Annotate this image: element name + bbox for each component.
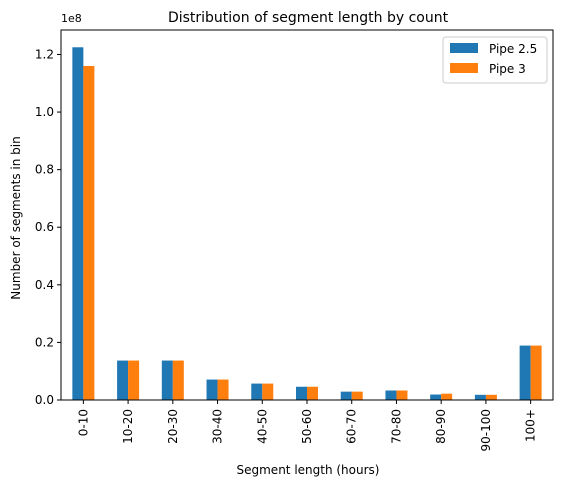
bar-pipe-3-50-60 <box>307 386 318 400</box>
bar-pipe-2-5-10-20 <box>117 360 129 400</box>
bar-pipe-3-20-30 <box>172 360 184 400</box>
legend-label: Pipe 3 <box>489 62 526 76</box>
legend-swatch <box>450 63 478 73</box>
chart-title: Distribution of segment length by count <box>168 10 449 26</box>
legend: Pipe 2.5 Pipe 3 <box>442 36 548 84</box>
x-tick-label: 80-90 <box>434 409 448 444</box>
x-tick-label: 0-10 <box>76 409 90 436</box>
y-tick-label: 1.0 <box>35 105 54 119</box>
bar-pipe-2-5-100+ <box>519 345 531 400</box>
x-tick-label: 40-50 <box>255 409 269 444</box>
bar-pipe-3-90-100 <box>485 394 497 400</box>
y-tick-label: 0.0 <box>35 393 54 407</box>
plot-frame <box>60 29 554 401</box>
bar-pipe-3-40-50 <box>262 383 274 400</box>
bar-pipe-3-10-20 <box>128 360 140 400</box>
y-tick-label: 0.8 <box>35 163 54 177</box>
y-axis: 0.0 0.2 0.4 0.6 0.8 1.0 1.2 <box>35 47 61 407</box>
bar-pipe-2-5-30-40 <box>206 379 218 400</box>
x-tick-label: 100+ <box>524 409 538 442</box>
bar-pipe-2-5-40-50 <box>251 383 263 400</box>
x-axis-label: Segment length (hours) <box>237 463 380 477</box>
y-tick-label: 0.4 <box>35 278 54 292</box>
bar-pipe-3-0-10 <box>83 65 95 400</box>
x-tick-label: 90-100 <box>479 409 493 452</box>
bar-pipe-2-5-70-80 <box>385 390 397 400</box>
bars-group <box>72 47 542 400</box>
bar-pipe-3-60-70 <box>351 391 363 400</box>
x-tick-label: 30-40 <box>211 409 225 444</box>
legend-label: Pipe 2.5 <box>489 42 537 56</box>
bar-pipe-2-5-50-60 <box>296 386 307 400</box>
x-tick-label: 60-70 <box>345 409 359 444</box>
y-tick-label: 0.2 <box>35 335 54 349</box>
y-tick-label: 0.6 <box>35 220 54 234</box>
x-tick-label: 50-60 <box>300 409 314 444</box>
bar-pipe-2-5-90-100 <box>474 394 486 400</box>
bar-pipe-3-70-80 <box>396 390 408 400</box>
x-axis: 0-10 10-20 20-30 30-40 40-50 50-60 60-70 70-80 8… <box>76 400 538 452</box>
bar-pipe-3-30-40 <box>217 379 229 400</box>
y-axis-label: Number of segments in bin <box>9 136 23 299</box>
x-tick-label: 10-20 <box>121 409 135 444</box>
y-tick-label: 1.2 <box>35 47 54 61</box>
bar-pipe-3-100+ <box>530 345 542 400</box>
x-tick-label: 70-80 <box>389 409 403 444</box>
legend-swatch <box>450 43 478 53</box>
bar-pipe-2-5-60-70 <box>340 391 352 400</box>
bar-pipe-2-5-20-30 <box>161 360 173 400</box>
bar-pipe-2-5-0-10 <box>72 47 84 400</box>
x-tick-label: 20-30 <box>166 409 180 444</box>
bar-pipe-2-5-80-90 <box>430 394 442 400</box>
axis-offset-text: 1e8 <box>61 12 82 25</box>
bar-pipe-3-80-90 <box>441 393 453 400</box>
